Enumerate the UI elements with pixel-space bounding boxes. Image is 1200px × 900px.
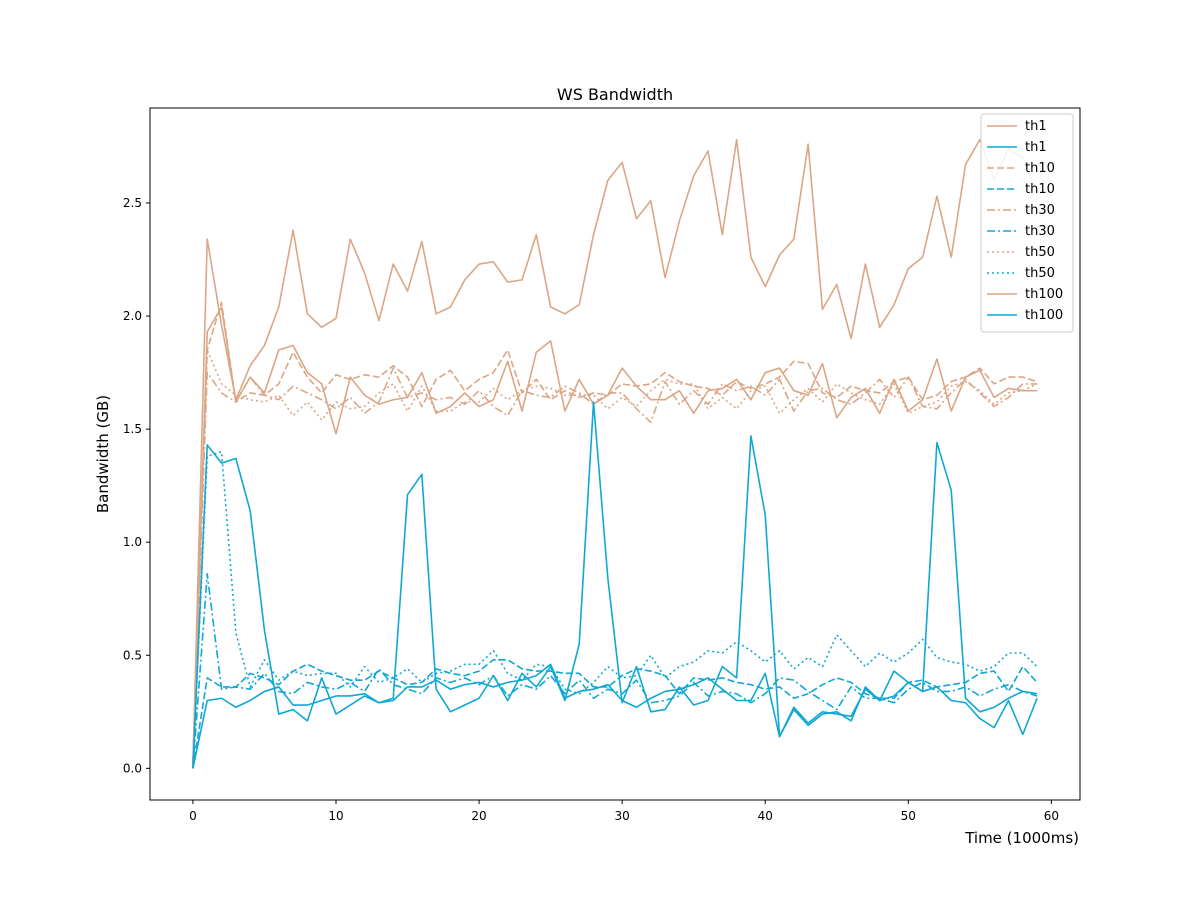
series-line-th30-orange — [192, 367, 1038, 764]
axes-layer: 0 10 20 30 40 50 60 0.0 0.5 1.0 1.5 2.0 2.5 — [123, 196, 1059, 823]
series-line-th30-blue — [192, 573, 1038, 769]
series-line-th100-orange — [192, 138, 1038, 764]
x-tick-label: 30 — [615, 809, 630, 823]
x-tick-label: 20 — [471, 809, 486, 823]
y-tick-label: 0.0 — [123, 761, 142, 775]
y-axis-label: Bandwidth (GB) — [94, 395, 112, 513]
x-tick-label: 40 — [758, 809, 773, 823]
series-line-th10-blue — [192, 658, 1038, 769]
series-layer — [192, 138, 1038, 769]
y-tick-label: 0.5 — [123, 648, 142, 662]
legend-entry-label: th100 — [1025, 287, 1063, 302]
x-tick-label: 0 — [189, 809, 197, 823]
y-tick-label: 2.5 — [123, 196, 142, 210]
legend-entry-label: th1 — [1025, 140, 1047, 155]
x-tick-label: 10 — [328, 809, 343, 823]
series-line-th1-blue — [192, 663, 1038, 769]
legend-entry-label: th30 — [1025, 203, 1055, 218]
legend-entry-label: th30 — [1025, 224, 1055, 239]
legend-entry-label: th1 — [1025, 119, 1047, 134]
series-line-th10-orange — [192, 301, 1038, 764]
y-tick-label: 1.5 — [123, 422, 142, 436]
x-tick-label: 60 — [1044, 809, 1059, 823]
x-axis-label: Time (1000ms) — [964, 829, 1079, 847]
chart-title: WS Bandwidth — [557, 85, 673, 104]
legend: th1 th1 th10 th10 th30 th30 th50 th50 th100 th100 — [980, 113, 1074, 333]
legend-entry-label: th10 — [1025, 161, 1055, 176]
series-line-th50-orange — [192, 349, 1038, 764]
series-line-th1-orange — [192, 306, 1038, 764]
y-tick-label: 1.0 — [123, 535, 142, 549]
x-tick-label: 50 — [901, 809, 916, 823]
plot-frame — [149, 107, 1081, 801]
y-tick-label: 2.0 — [123, 309, 142, 323]
legend-entry-label: th50 — [1025, 266, 1055, 281]
series-line-th50-blue — [192, 450, 1038, 769]
legend-entry-label: th100 — [1025, 308, 1063, 323]
series-line-th100-blue — [192, 401, 1038, 769]
legend-entry-label: th10 — [1025, 182, 1055, 197]
legend-entry-label: th50 — [1025, 245, 1055, 260]
